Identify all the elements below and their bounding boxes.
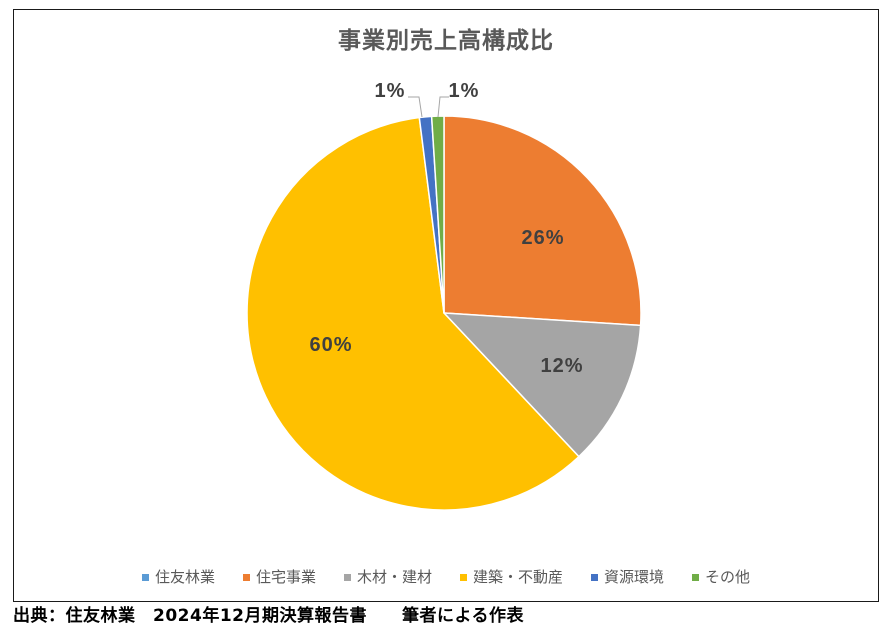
data-labels: 26% 12% 60% 1% 1% (309, 80, 583, 377)
pie-slice (443, 312, 642, 458)
legend-label: その他 (705, 568, 751, 586)
legend-label: 建築・不動産 (473, 568, 564, 586)
leader-line (408, 96, 423, 118)
data-label: 26% (521, 227, 564, 249)
legend-item: 資源環境 (591, 567, 664, 587)
source-note: 出典：住友林業 2024年12月期決算報告書 筆者による作表 (13, 606, 524, 626)
legend-label: 木材・建材 (356, 568, 432, 586)
data-label: 60% (309, 334, 352, 356)
data-label: 1% (375, 80, 406, 102)
legend-item: 木材・建材 (343, 567, 432, 587)
pie-slice (443, 115, 642, 327)
data-label: 1% (449, 80, 480, 102)
legend-swatch (692, 573, 700, 581)
legend-label: 住友林業 (154, 568, 215, 586)
legend-item: 住友林業 (141, 567, 215, 587)
legend: 住友林業 住宅事業 木材・建材 建築・不動産 資源環境 その他 (14, 567, 878, 587)
legend-swatch (591, 573, 599, 581)
legend-swatch (460, 573, 467, 581)
legend-item: 建築・不動産 (460, 567, 563, 587)
pie-slices (246, 115, 642, 511)
leader-line (437, 96, 449, 118)
pie-slice (246, 116, 580, 511)
legend-swatch (343, 573, 351, 581)
legend-item: 住宅事業 (242, 567, 316, 587)
legend-swatch (141, 573, 149, 581)
legend-label: 住宅事業 (255, 568, 316, 586)
chart-title: 事業別売上高構成比 (338, 28, 554, 54)
data-label: 12% (540, 355, 583, 377)
legend-swatch (242, 573, 250, 581)
legend-item: その他 (692, 567, 750, 587)
legend-label: 資源環境 (604, 568, 665, 586)
leader-lines (408, 96, 449, 118)
